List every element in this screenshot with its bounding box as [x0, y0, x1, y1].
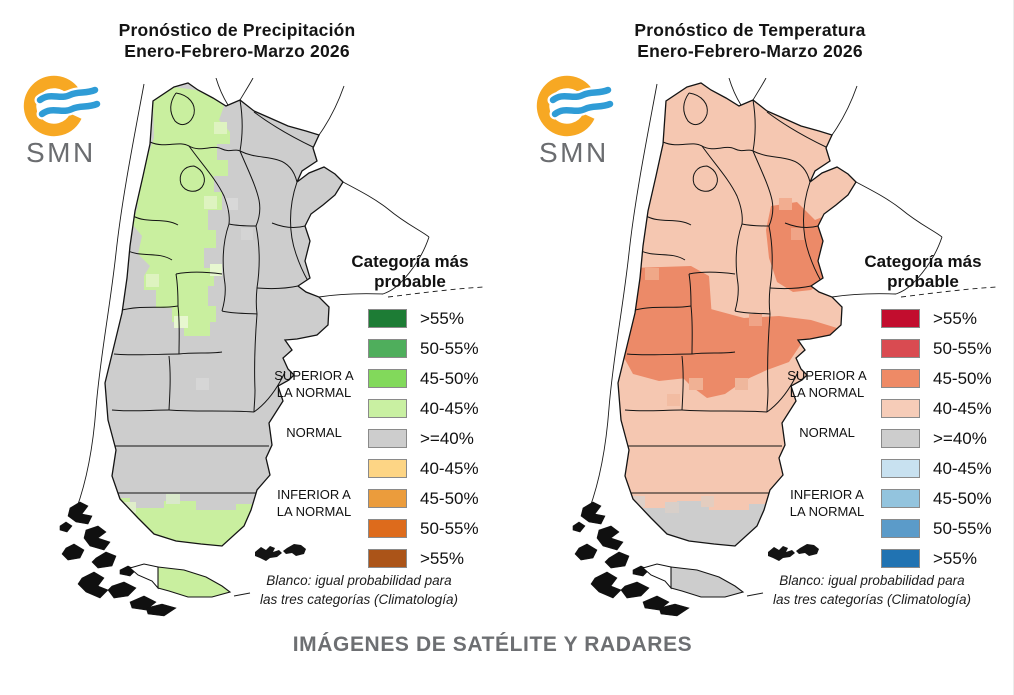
legend-row-label: 45-50% [933, 368, 992, 388]
legend-color-swatch [368, 519, 407, 538]
smn-logo-arc-icon [536, 75, 595, 137]
legend-color-swatch [368, 549, 407, 568]
precipitation-title: Pronóstico de Precipitación Enero-Febrer… [87, 20, 387, 62]
malvinas-islands-icon [768, 544, 819, 561]
region-northwest [132, 87, 230, 336]
group-label-inferior: INFERIOR A LA NORMAL [276, 487, 352, 519]
legend-row-label: >=40% [420, 428, 474, 448]
legend-row: 45-50% [368, 489, 479, 508]
legend-row-label: >55% [933, 548, 977, 568]
legend-color-swatch [881, 429, 920, 448]
legend-row-label: >55% [420, 548, 464, 568]
legend-row-label: 50-55% [933, 338, 992, 358]
legend-color-swatch [881, 459, 920, 478]
legend-color-swatch [881, 489, 920, 508]
legend-row: >=40% [881, 429, 992, 448]
smn-logo-text: SMN [539, 137, 609, 168]
group-label-superior: SUPERIOR A LA NORMAL [274, 368, 354, 400]
legend-row: >55% [368, 549, 479, 568]
legend-color-swatch [881, 339, 920, 358]
legend-row: >=40% [368, 429, 479, 448]
legend-title: Categoría más probable [864, 252, 982, 291]
title-line1: Pronóstico de Temperatura [634, 20, 866, 40]
legend-row: 50-55% [881, 339, 992, 358]
legend-color-swatch [368, 429, 407, 448]
legend-note: Blanco: igual probabilidad para las tres… [772, 573, 972, 607]
legend-row-label: 50-55% [420, 338, 479, 358]
legend-rows: >55% 50-55% 45-50% 40-45% >=40% 40-45% 45-50% 5… [368, 309, 479, 579]
legend-color-swatch [881, 369, 920, 388]
region-central-south [665, 308, 845, 398]
title-line2: Enero-Febrero-Marzo 2026 [637, 41, 863, 61]
argentina-temperature-map [572, 78, 998, 617]
legend-color-swatch [368, 399, 407, 418]
legend-row-label: 50-55% [933, 518, 992, 538]
legend-row-label: >=40% [933, 428, 987, 448]
title-line2: Enero-Febrero-Marzo 2026 [124, 41, 350, 61]
legend-row-label: 40-45% [933, 398, 992, 418]
legend-row: 40-45% [881, 459, 992, 478]
legend-row: >55% [881, 309, 992, 328]
precipitation-forecast-panel: Pronóstico de Precipitación Enero-Febrer… [0, 0, 503, 640]
legend-note: Blanco: igual probabilidad para las tres… [259, 573, 459, 607]
legend-row-label: 45-50% [420, 488, 479, 508]
legend-row-label: 50-55% [420, 518, 479, 538]
legend-row: 50-55% [881, 519, 992, 538]
legend-row: 50-55% [368, 339, 479, 358]
title-line1: Pronóstico de Precipitación [118, 20, 356, 40]
malvinas-islands-icon [255, 544, 306, 561]
smn-logo: SMN [536, 75, 616, 168]
smn-logo-wave-icon [36, 86, 99, 104]
legend-row-label: 45-50% [933, 488, 992, 508]
legend-row-label: >55% [420, 308, 464, 328]
legend-color-swatch [881, 549, 920, 568]
legend-color-swatch [881, 309, 920, 328]
legend-row-label: 40-45% [933, 458, 992, 478]
smn-logo-text: SMN [26, 137, 96, 168]
region-tierra-del-fuego [157, 566, 232, 598]
legend-color-swatch [368, 339, 407, 358]
legend-row: 45-50% [881, 489, 992, 508]
legend-color-swatch [368, 369, 407, 388]
legend-row-label: 45-50% [420, 368, 479, 388]
temperature-forecast-panel: Pronóstico de Temperatura Enero-Febrero-… [513, 0, 1014, 640]
legend-row: >55% [881, 549, 992, 568]
smn-logo-wave-icon [551, 100, 614, 118]
temperature-title: Pronóstico de Temperatura Enero-Febrero-… [600, 20, 900, 62]
smn-logo: SMN [23, 75, 103, 168]
legend-color-swatch [368, 489, 407, 508]
group-label-normal: NORMAL [799, 425, 855, 440]
legend-color-swatch [881, 399, 920, 418]
legend-row: >55% [368, 309, 479, 328]
legend-row: 40-45% [368, 399, 479, 418]
legend-row: 50-55% [368, 519, 479, 538]
smn-logo-arc-icon [23, 75, 82, 137]
region-east-mesopotamia [766, 202, 855, 292]
smn-logo-wave-icon [38, 100, 101, 118]
region-tierra-del-fuego [670, 566, 745, 598]
group-label-inferior: INFERIOR A LA NORMAL [789, 487, 865, 519]
legend-color-swatch [368, 309, 407, 328]
legend-color-swatch [881, 519, 920, 538]
legend-row-label: >55% [933, 308, 977, 328]
legend-rows: >55% 50-55% 45-50% 40-45% >=40% 40-45% 45-50% 5… [881, 309, 992, 579]
legend-title: Categoría más probable [351, 252, 469, 291]
legend-row: 45-50% [368, 369, 479, 388]
smn-logo-wave-icon [549, 86, 612, 104]
argentina-precipitation-map [59, 78, 485, 617]
legend-row: 40-45% [368, 459, 479, 478]
legend-color-swatch [368, 459, 407, 478]
legend-row-label: 40-45% [420, 458, 479, 478]
group-label-normal: NORMAL [286, 425, 342, 440]
group-label-superior: SUPERIOR A LA NORMAL [787, 368, 867, 400]
legend-row: 45-50% [881, 369, 992, 388]
legend-row-label: 40-45% [420, 398, 479, 418]
legend-row: 40-45% [881, 399, 992, 418]
satellite-radar-section-heading: IMÁGENES DE SATÉLITE Y RADARES [292, 633, 693, 656]
